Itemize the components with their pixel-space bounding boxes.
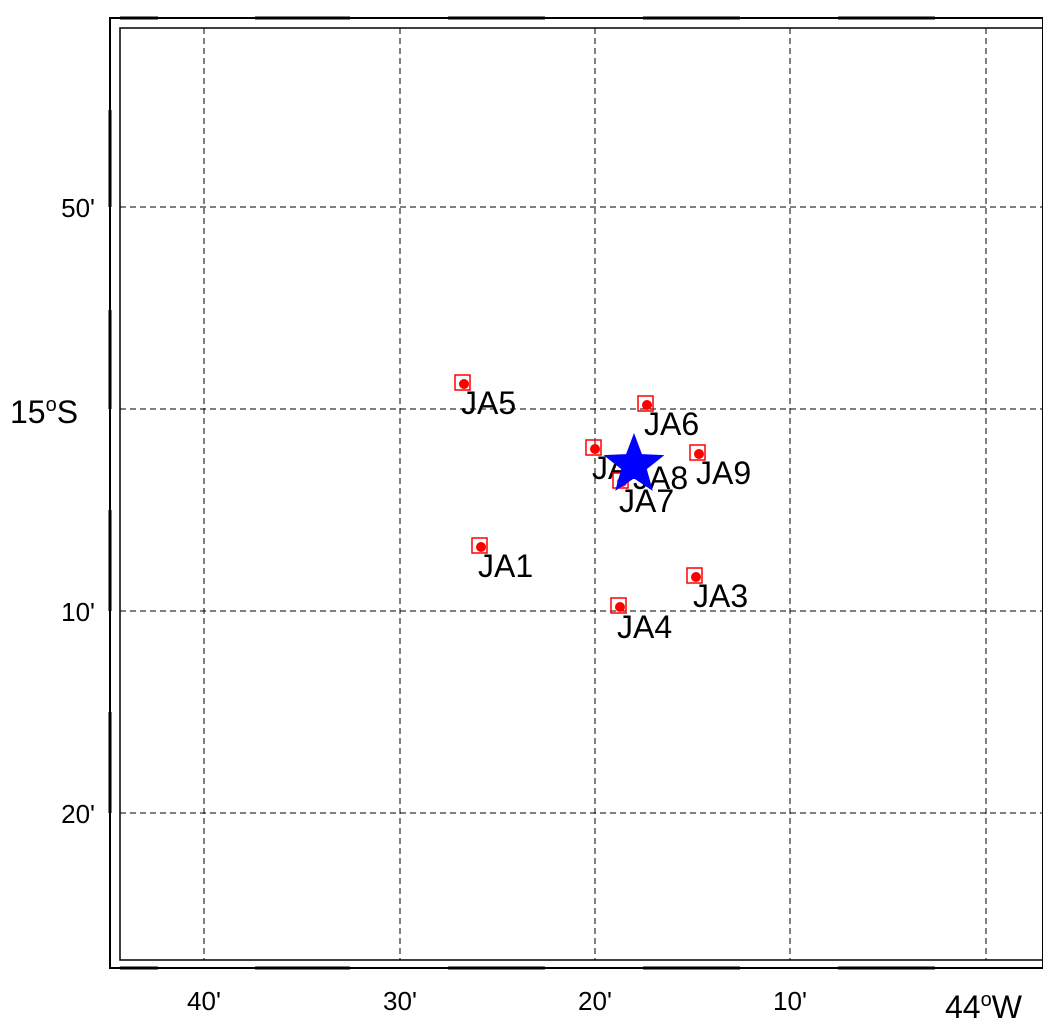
station-dot xyxy=(590,444,600,454)
station-square xyxy=(637,395,654,412)
x-tick-30: 30' xyxy=(383,986,417,1016)
graticule xyxy=(120,28,1043,960)
station-dot xyxy=(694,449,704,459)
station-label: JA3 xyxy=(693,578,748,614)
station-ja6: JA6 xyxy=(637,395,699,442)
station-square xyxy=(471,537,488,554)
y-tick-10: 10' xyxy=(61,597,95,627)
station-ja7: JA7 xyxy=(612,472,674,519)
station-label: JA4 xyxy=(617,609,672,645)
station-dot xyxy=(459,379,469,389)
station-label: JA6 xyxy=(644,406,699,442)
station-dot xyxy=(642,400,652,410)
map-frame xyxy=(108,16,1043,970)
station-dot xyxy=(476,542,486,552)
x-tick-44w: 44oW xyxy=(945,989,1023,1024)
station-ja5: JA5 xyxy=(454,374,516,421)
station-dot xyxy=(691,572,701,582)
station-ja9: JA9 xyxy=(689,444,751,491)
station-ja3: JA3 xyxy=(686,567,748,614)
x-tick-10: 10' xyxy=(773,986,807,1016)
station-ja1: JA1 xyxy=(471,537,533,584)
x-tick-40: 40' xyxy=(187,986,221,1016)
y-tick-20: 20' xyxy=(61,799,95,829)
x-tick-20: 20' xyxy=(578,986,612,1016)
station-label: JA7 xyxy=(619,483,674,519)
station-label: JA5 xyxy=(461,385,516,421)
station-dot xyxy=(615,602,625,612)
station-label: JA9 xyxy=(696,455,751,491)
y-tick-50: 50' xyxy=(61,193,95,223)
station-label: JA1 xyxy=(478,548,533,584)
station-square xyxy=(454,374,471,391)
station-ja4: JA4 xyxy=(610,597,672,645)
epicenter-star-icon xyxy=(603,433,665,491)
station-square xyxy=(689,444,706,461)
station-square xyxy=(686,567,703,584)
station-square xyxy=(585,439,602,456)
station-square xyxy=(610,597,627,614)
y-tick-15s: 15oS xyxy=(10,394,78,430)
